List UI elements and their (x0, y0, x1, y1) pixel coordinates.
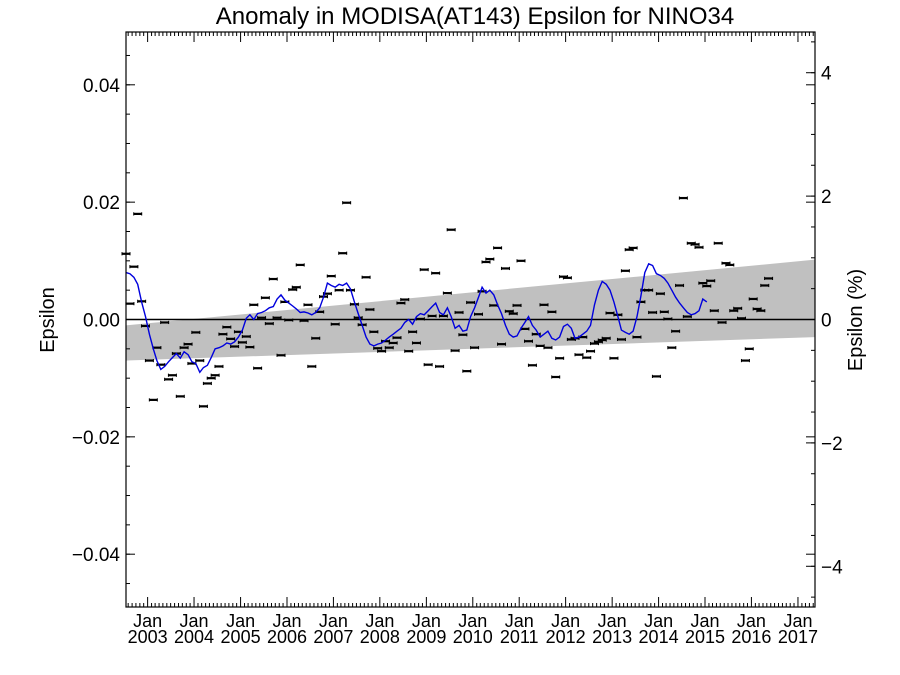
x-tick-label-year: 2008 (360, 627, 400, 647)
y-right-tick-label: −2 (821, 434, 843, 455)
x-tick-label-month: Jan (272, 611, 301, 631)
x-tick-label-month: Jan (180, 611, 209, 631)
x-tick-label-month: Jan (458, 611, 487, 631)
series-line (125, 262, 708, 374)
y-axis-label-right: Epsilon (%) (845, 269, 867, 371)
plot-area: −0.04−0.020.000.020.04−4−2024Jan2003Jan2… (72, 31, 843, 647)
x-tick-label-month: Jan (226, 611, 255, 631)
y-axis-label: Epsilon (37, 287, 59, 353)
x-tick-label-year: 2010 (453, 627, 493, 647)
x-tick-label-year: 2017 (778, 627, 818, 647)
x-tick-label-year: 2011 (500, 627, 539, 647)
y-tick-label: 0.02 (83, 193, 120, 214)
x-tick-label-year: 2016 (731, 627, 771, 647)
y-right-tick-label: 4 (821, 64, 832, 85)
y-right-tick-label: 0 (821, 311, 832, 332)
x-tick-label-month: Jan (737, 611, 766, 631)
y-tick-label: 0.04 (83, 76, 120, 97)
y-right-tick-label: −4 (821, 557, 843, 578)
y-tick-label: −0.04 (72, 545, 121, 566)
x-tick-label-year: 2007 (313, 627, 353, 647)
x-tick-label-year: 2003 (128, 627, 168, 647)
x-tick-label-month: Jan (690, 611, 719, 631)
x-tick-label-year: 2004 (174, 627, 214, 647)
x-tick-label-year: 2006 (267, 627, 307, 647)
x-tick-label-month: Jan (551, 611, 580, 631)
y-tick-label: 0.00 (83, 311, 120, 332)
x-tick-label-month: Jan (598, 611, 627, 631)
x-tick-label-month: Jan (319, 611, 348, 631)
x-tick-label-month: Jan (644, 611, 673, 631)
x-tick-label-year: 2012 (546, 627, 586, 647)
x-tick-label-month: Jan (365, 611, 394, 631)
x-tick-label-year: 2013 (592, 627, 632, 647)
y-tick-label: −0.02 (72, 428, 120, 449)
x-tick-label-year: 2015 (685, 627, 725, 647)
x-tick-label-year: 2014 (639, 627, 679, 647)
x-tick-label-month: Jan (412, 611, 441, 631)
x-tick-label-year: 2005 (221, 627, 261, 647)
y-right-tick-label: 2 (821, 187, 832, 208)
x-tick-label-month: Jan (505, 611, 534, 631)
x-tick-label-month: Jan (783, 611, 812, 631)
x-tick-label-month: Jan (133, 611, 162, 631)
x-tick-label-year: 2009 (406, 627, 446, 647)
chart-title: Anomaly in MODISA(AT143) Epsilon for NIN… (216, 3, 734, 30)
